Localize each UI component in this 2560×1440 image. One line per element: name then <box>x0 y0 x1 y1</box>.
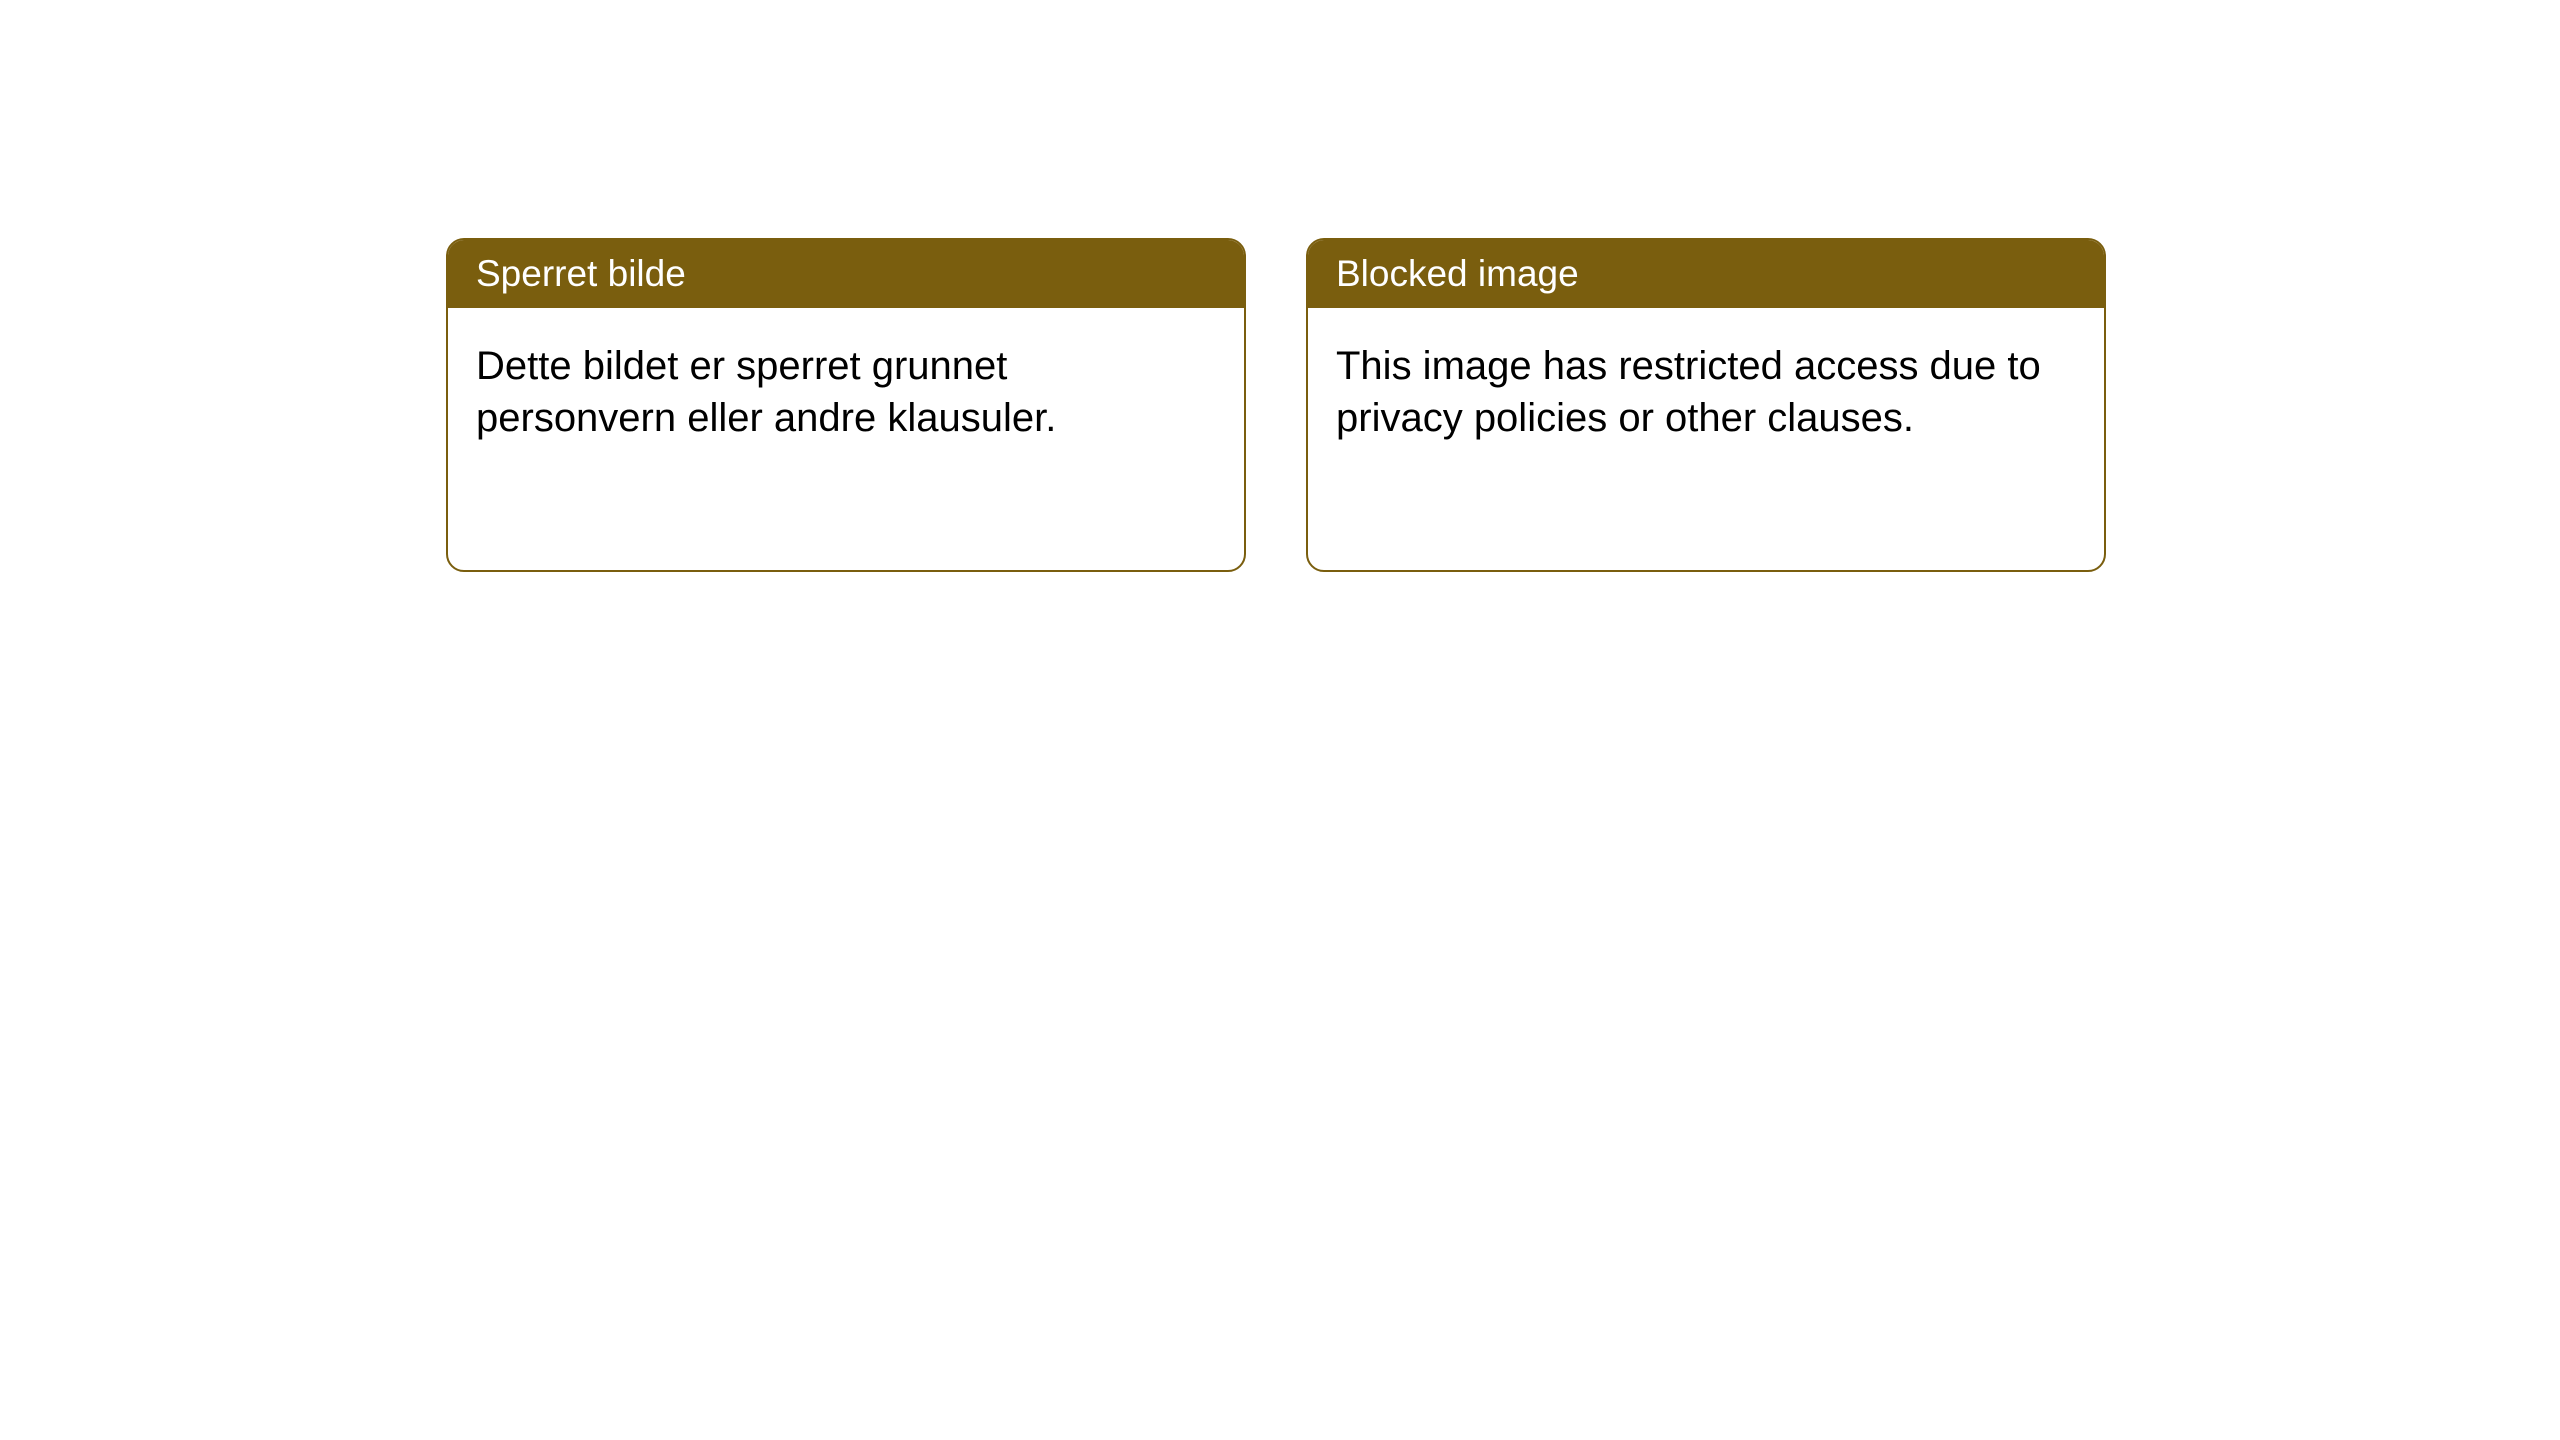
notice-title: Blocked image <box>1336 253 1579 294</box>
notice-message: Dette bildet er sperret grunnet personve… <box>476 344 1056 440</box>
notice-container: Sperret bilde Dette bildet er sperret gr… <box>446 238 2106 572</box>
notice-message: This image has restricted access due to … <box>1336 344 2041 440</box>
notice-body: This image has restricted access due to … <box>1308 308 2104 476</box>
notice-header: Sperret bilde <box>448 240 1244 308</box>
notice-title: Sperret bilde <box>476 253 686 294</box>
notice-card-norwegian: Sperret bilde Dette bildet er sperret gr… <box>446 238 1246 572</box>
notice-card-english: Blocked image This image has restricted … <box>1306 238 2106 572</box>
notice-header: Blocked image <box>1308 240 2104 308</box>
notice-body: Dette bildet er sperret grunnet personve… <box>448 308 1244 476</box>
